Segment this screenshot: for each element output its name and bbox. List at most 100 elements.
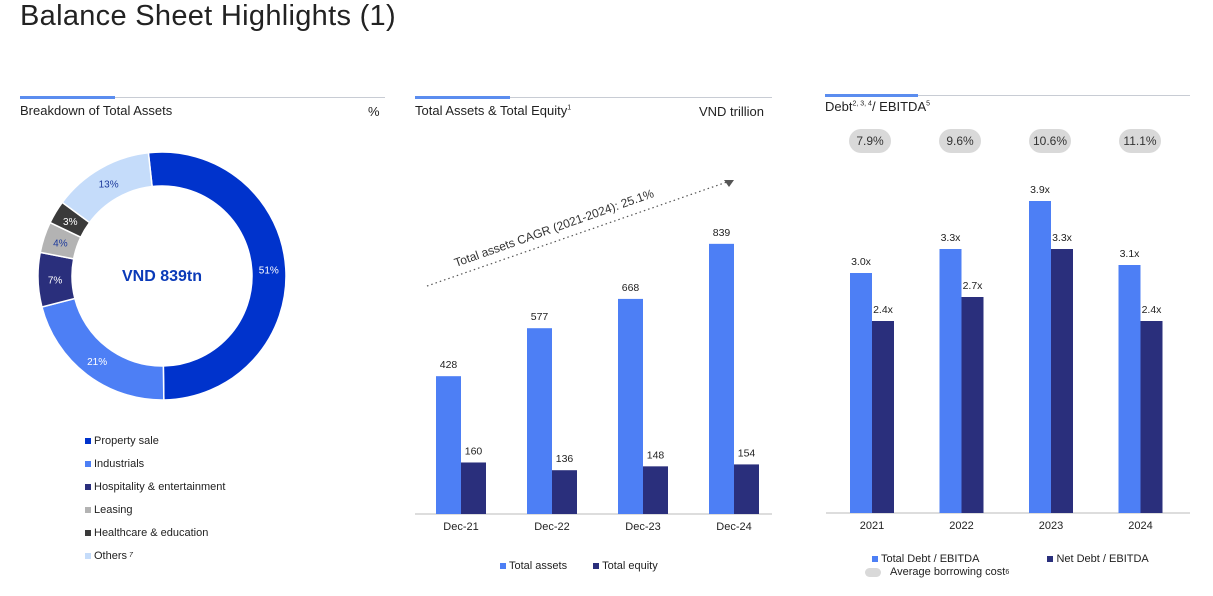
bar-total-assets <box>618 298 643 514</box>
borrowing-cost-pill: 10.6% <box>1029 129 1071 153</box>
legend-swatch <box>85 437 91 444</box>
bar-value-label: 160 <box>465 445 483 457</box>
legend-item-total-equity: Total equity <box>593 554 658 577</box>
bar-legend-debt: Total Debt / EBITDA Net Debt / EBITDA <box>872 547 1149 570</box>
borrowing-cost-pill: 11.1% <box>1119 129 1161 153</box>
donut-slice-others <box>61 151 153 224</box>
panel2-header-line <box>415 97 772 98</box>
legend-swatch <box>85 552 91 559</box>
legend-item-total-debt: Total Debt / EBITDA <box>872 547 979 570</box>
panel3-header-accent <box>825 94 918 97</box>
x-tick-label: 2022 <box>949 520 973 532</box>
panel3-title: Debt2, 3, 4/ EBITDA5 <box>825 99 931 114</box>
bar-value-label: 3.1x <box>1120 248 1141 260</box>
legend-label: Total Debt / EBITDA <box>881 552 980 565</box>
legend-label: Industrials <box>94 457 145 470</box>
legend-label: Net Debt / EBITDA <box>1056 552 1149 565</box>
bar-total-equity <box>643 466 668 514</box>
legend-item: Leasing <box>85 498 225 521</box>
x-tick-label: Dec-23 <box>625 521 660 533</box>
legend-label: Total equity <box>602 559 658 572</box>
bar-value-label: 3.3x <box>1052 232 1073 244</box>
bar-total-equity <box>461 462 486 514</box>
legend-swatch <box>872 555 878 562</box>
bar-value-label: 577 <box>531 311 549 323</box>
bar-value-label: 2.4x <box>873 304 894 316</box>
donut-center-label: VND 839tn <box>122 268 202 285</box>
cagr-arrowhead <box>724 180 734 187</box>
legend-swatch-pill <box>865 567 881 577</box>
legend-label: Leasing <box>94 503 133 516</box>
bar-value-label: 2.7x <box>963 280 984 292</box>
legend-item: Property sale <box>85 429 225 452</box>
donut-slice-label: 13% <box>99 179 119 190</box>
bar-total-equity <box>734 464 759 514</box>
legend-label: Hospitality & entertainment <box>94 480 226 493</box>
borrowing-cost-pill: 7.9% <box>849 129 891 153</box>
legend-swatch <box>85 529 91 536</box>
bar-value-label: 148 <box>647 449 665 461</box>
bar-value-label: 2.4x <box>1142 304 1163 316</box>
legend-swatch <box>593 562 600 569</box>
panel3-header-line <box>825 95 1190 96</box>
panel1-header-accent <box>20 96 115 99</box>
legend-swatch <box>85 506 91 513</box>
page-title: Balance Sheet Highlights (1) <box>20 0 396 32</box>
bar-total-assets <box>436 376 461 514</box>
legend-label: Property sale <box>94 434 159 447</box>
donut-slice-label: 51% <box>259 265 279 276</box>
legend-item: Healthcare & education <box>85 521 225 544</box>
donut-slice-property-sale <box>147 151 287 401</box>
bar-value-label: 428 <box>440 359 458 371</box>
bar-value-label: 154 <box>738 447 756 459</box>
legend-item: Industrials <box>85 452 225 475</box>
bar-value-label: 668 <box>622 282 640 294</box>
bar-net-debt-ebitda <box>872 321 894 513</box>
donut-slice-label: 21% <box>87 357 107 368</box>
bar-total-debt-ebitda <box>939 249 962 513</box>
legend-item: Hospitality & entertainment <box>85 475 225 498</box>
legend-label: Total assets <box>509 559 568 572</box>
legend-sup: 7 <box>129 552 133 559</box>
borrowing-cost-pill: 9.6% <box>939 129 981 153</box>
panel1-unit: % <box>368 104 380 119</box>
donut-slice-label: 3% <box>63 217 78 228</box>
bar-total-debt-ebitda <box>850 273 872 513</box>
cagr-arrow-line <box>426 181 728 287</box>
legend-item-net-debt: Net Debt / EBITDA <box>1047 547 1149 570</box>
donut-slice-industrials <box>41 297 165 401</box>
x-tick-label: 2023 <box>1039 520 1063 532</box>
x-tick-label: 2024 <box>1128 520 1152 532</box>
x-tick-label: Dec-21 <box>443 521 478 533</box>
x-tick-label: Dec-24 <box>716 521 751 533</box>
bar-total-assets <box>527 328 552 514</box>
panel1-header-line <box>20 97 385 98</box>
x-tick-label: 2021 <box>860 520 884 532</box>
legend-swatch <box>85 483 91 490</box>
legend-swatch <box>500 562 506 569</box>
bar-value-label: 3.0x <box>851 256 872 268</box>
panel2-unit: VND trillion <box>699 104 765 119</box>
bar-value-label: 839 <box>713 227 731 239</box>
bar-total-equity <box>552 470 577 514</box>
bar-net-debt-ebitda <box>1140 321 1163 513</box>
legend-label: Others <box>94 549 128 562</box>
bar-net-debt-ebitda <box>961 297 984 513</box>
cagr-annotation: Total assets CAGR (2021-2024): 25.1% <box>452 186 656 270</box>
legend-swatch <box>1047 555 1054 562</box>
bar-total-debt-ebitda <box>1029 201 1051 513</box>
bar-value-label: 3.9x <box>1030 184 1051 196</box>
bar-net-debt-ebitda <box>1051 249 1073 513</box>
donut-slice-label: 7% <box>48 275 63 286</box>
bar-total-debt-ebitda <box>1118 265 1141 513</box>
legend-label: Healthcare & education <box>94 526 209 539</box>
bar-legend-assets: Total assets Total equity <box>500 554 658 577</box>
x-tick-label: Dec-22 <box>534 521 569 533</box>
bar-total-assets <box>709 243 734 515</box>
legend-label: Average borrowing cost <box>890 566 1006 578</box>
legend-swatch <box>85 460 91 467</box>
panel2-title: Total Assets & Total Equity1 <box>415 103 572 118</box>
legend-item-borrowing-cost: Average borrowing cost 6 <box>865 566 1009 578</box>
panel1-title: Breakdown of Total Assets <box>20 103 173 118</box>
